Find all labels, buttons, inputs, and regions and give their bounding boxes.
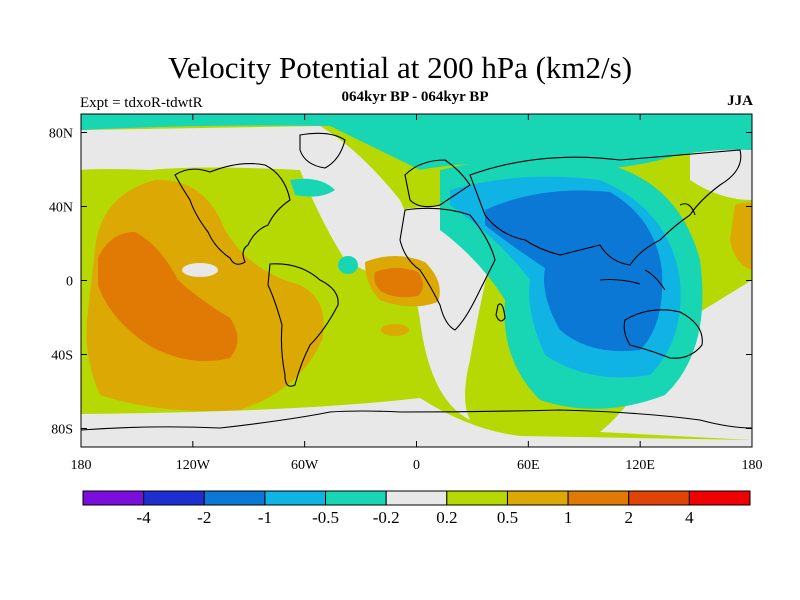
x-tick-label-5: 120E [625,458,655,473]
colorbar-swatch-3 [264,490,327,506]
x-tick-label-2: 60W [291,458,319,473]
field-white-north-pacific [690,143,752,200]
field-white-southern-band [81,398,752,447]
coast-asia [469,149,742,266]
colorbar-swatch-4 [325,490,387,506]
x-tick-label-0: 180 [71,458,92,473]
coast-greenland [299,132,346,169]
season-label: JJA [727,93,753,109]
map-field [81,114,752,447]
field-orange-south-atlantic [381,324,409,336]
colorbar-label-1: -2 [197,508,211,527]
experiment-label: Expt = tdxoR-tdwtR [80,95,203,111]
x-tick-label-6: 180 [742,458,763,473]
coast-japan [679,203,696,216]
coast-madagascar [495,303,506,322]
field-white-pacific-patch [182,263,218,277]
coast-south-america [267,263,339,387]
colorbar-swatch-0 [82,490,145,506]
colorbar-swatch-7 [506,490,569,506]
coast-australia [623,309,703,359]
figure-subtitle: 064kyr BP - 064kyr BP [341,89,489,105]
colorbar-label-9: 4 [685,508,694,527]
field-orange-pacific [86,179,324,411]
y-tick-label-2: 0 [66,275,73,290]
colorbar-swatch-10 [688,490,751,506]
figure-title: Velocity Potential at 200 hPa (km2/s) [167,50,633,85]
coastlines [81,132,752,431]
field-cyan-atlantic [338,256,358,274]
y-tick-label-1: 40N [49,201,73,216]
x-tick-label-1: 120W [176,458,211,473]
field-dark-orange-atlantic [374,268,423,298]
colorbar-label-3: -0.5 [312,508,339,527]
colorbar: -4 -2 -1 -0.5 -0.2 0.2 0.5 1 2 4 [82,490,751,527]
x-tick-label-4: 60E [517,458,540,473]
field-blue-asia [485,190,663,352]
coast-antarctica [81,409,752,431]
coast-africa [399,207,496,331]
coast-europe [404,159,471,208]
y-tick-label-4: 80S [51,423,73,438]
colorbar-label-8: 2 [624,508,633,527]
y-tick-label-0: 80N [49,127,73,142]
field-white-north [81,126,410,280]
colorbar-label-2: -1 [258,508,272,527]
x-tick-label-3: 0 [413,458,420,473]
coast-indonesia [599,269,666,291]
field-dark-orange-pacific [98,232,238,362]
colorbar-swatch-2 [203,490,266,506]
colorbar-label-5: 0.2 [436,508,457,527]
colorbar-swatch-8 [567,490,630,506]
colorbar-label-0: -4 [137,508,152,527]
colorbar-swatch-1 [143,490,205,506]
colorbar-label-4: -0.2 [373,508,400,527]
colorbar-label-6: 0.5 [497,508,518,527]
colorbar-swatch-5 [385,490,448,506]
coast-north-america [174,163,291,265]
y-tick-label-3: 40S [51,349,73,364]
field-north-cyan-band [81,114,752,170]
colorbar-swatch-9 [628,490,690,506]
field-orange-east-pacific [730,202,752,270]
field-cyan-north-atlantic [290,178,335,197]
y-axis: 80N 40N 0 40S 80S [49,127,752,438]
colorbar-swatch-6 [446,490,508,506]
colorbar-label-7: 1 [564,508,573,527]
x-axis: 180 120W 60W 0 60E 120E 180 [71,114,763,473]
